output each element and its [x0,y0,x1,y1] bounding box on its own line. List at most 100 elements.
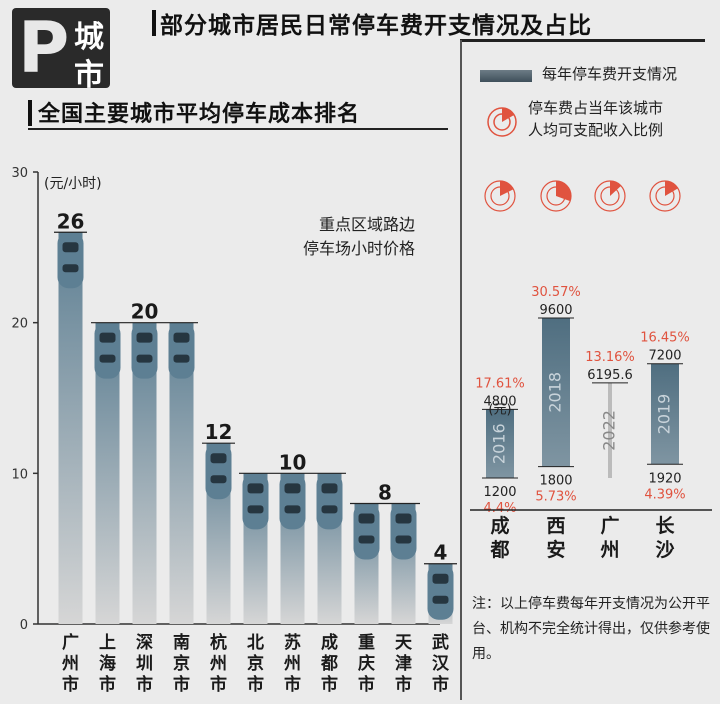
data-label: 10 [279,450,307,474]
x-tick-label: 市 [395,674,412,695]
x-tick-label: 市 [173,674,190,695]
car-body [316,473,343,530]
x-tick-label: 州 [61,654,79,674]
car-rear-window [62,264,79,273]
car-rear-window [321,505,338,514]
car-rear-window [136,354,153,363]
high-ratio-label: 13.16% [585,350,635,365]
cost-bar [608,382,612,478]
x-tick-label: 市 [99,674,116,695]
x-tick-label: 天 [395,633,413,653]
city-parking-rank-chart: 0102030(元/小时)重点区域路边停车场小时价格广州市上海市深圳市南京市杭州… [11,166,457,695]
car-rear-window [395,535,412,544]
low-ratio-label: 4.39% [644,487,685,502]
car-body [242,473,269,530]
low-value-label: 1800 [539,474,572,489]
x-tick-label: 圳 [136,654,153,674]
car-rear-window [99,354,116,363]
car-windshield [99,332,116,343]
title-accent [152,10,156,36]
page-title: 部分城市居民日常停车费开支情况及占比 [160,13,592,39]
car-body [168,322,195,379]
ratio-slice [610,181,622,196]
category-label: 长 [655,515,675,537]
high-value-label: 6195.6 [587,368,633,383]
car-windshield [62,242,79,253]
x-tick-label: 市 [321,674,338,695]
car-windshield [321,483,338,494]
logo-char-1: 城 [74,20,104,55]
x-tick-label: 京 [173,653,190,674]
subtitle-underline [28,128,448,130]
legend-bar-label: 每年停车费开支情况 [542,65,678,83]
x-tick-label: 上 [99,633,116,653]
ratio-slice [500,181,514,196]
x-tick-label: 南 [173,632,190,653]
chart-annotation-line: 重点区域路边 [319,215,415,234]
subtitle-accent [28,100,32,126]
y-tick-label: 10 [11,467,28,482]
bar [58,232,83,624]
low-value-label: 1200 [483,485,516,500]
x-tick-label: 北 [247,633,264,653]
cost-bar [486,409,514,478]
logo: P 城 市 [12,8,110,93]
chart-annotation-line: 停车场小时价格 [303,239,415,258]
x-tick-label: 重 [358,632,375,653]
data-label: 20 [131,300,159,324]
car-windshield [173,332,190,343]
car-body [57,232,84,289]
high-ratio-label: 30.57% [531,285,581,300]
high-value-label: 4800 [483,394,516,409]
car-windshield [395,513,412,524]
x-tick-label: 京 [247,653,264,674]
ratio-slice [665,181,678,196]
x-tick-label: 市 [432,674,449,695]
high-ratio-label: 17.61% [475,376,525,391]
car-windshield [136,332,153,343]
car-rear-window [284,505,301,514]
data-label: 12 [205,420,233,444]
x-tick-label: 都 [320,653,338,674]
ratio-slice [556,181,571,202]
x-tick-label: 津 [395,653,412,674]
car-windshield [284,483,301,494]
x-tick-label: 海 [99,653,116,674]
category-label: 西 [546,515,565,537]
cost-bar [542,318,570,467]
data-label: 26 [57,209,85,233]
car-body [353,503,380,560]
title-underline [460,39,705,42]
category-label: 州 [600,539,619,561]
x-tick-label: 州 [209,654,227,674]
car-windshield [358,513,375,524]
category-label: 成 [490,514,509,537]
category-label: 沙 [655,539,674,561]
car-body [279,473,306,530]
x-tick-label: 市 [136,674,153,695]
car-body [131,322,158,379]
category-label: 广 [600,514,619,537]
category-label: 都 [489,539,509,561]
legend-ratio-icon [487,107,517,137]
x-tick-label: 广 [62,632,79,653]
low-ratio-label: 5.73% [535,490,576,505]
chart-subtitle: 全国主要城市平均停车成本排名 [38,102,361,127]
legend-ratio-label-2: 人均可支配收入比例 [528,121,664,139]
car-windshield [432,573,449,584]
year-label: 2018 [546,372,565,413]
unit-label: (元) [488,402,511,417]
x-tick-label: 汉 [432,654,450,674]
y-tick-label: 0 [20,618,28,633]
low-ratio-label: 4.4% [483,501,516,516]
car-rear-window [173,354,190,363]
car-rear-window [358,535,375,544]
year-label: 2016 [490,423,509,464]
high-ratio-label: 16.45% [640,331,690,346]
high-value-label: 7200 [648,349,681,364]
logo-char-2: 市 [74,58,104,93]
x-tick-label: 武 [432,632,449,653]
footnote: 注：以上停车费每年开支情况为公开平台、机构不完全统计得出，仅供参考使用。 [472,596,710,662]
